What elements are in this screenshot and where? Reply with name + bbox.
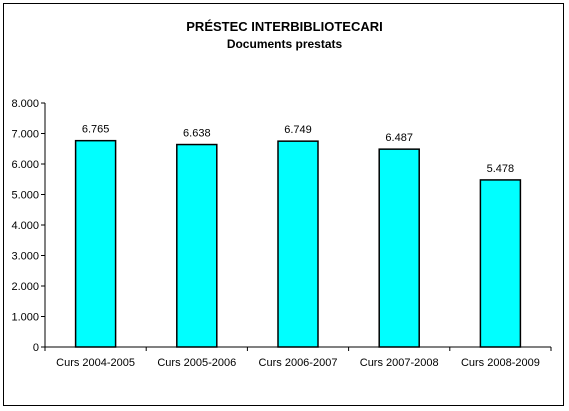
y-tick-label: 3.000 — [11, 251, 39, 263]
y-tick-label: 2.000 — [11, 281, 39, 293]
x-tick-label: Curs 2006-2007 — [259, 357, 338, 369]
y-tick-label: 7.000 — [11, 129, 39, 141]
bar — [378, 148, 420, 348]
bar-value-label: 5.478 — [487, 163, 515, 175]
chart-title: PRÉSTEC INTERBIBLIOTECARI — [186, 19, 383, 34]
x-tick-label: Curs 2005-2006 — [157, 357, 236, 369]
y-tick-label: 0 — [33, 342, 39, 354]
x-tick-label: Curs 2004-2005 — [56, 357, 135, 369]
y-tick-label: 5.000 — [11, 190, 39, 202]
bar-value-label: 6.749 — [284, 124, 312, 136]
x-tick-label: Curs 2008-2009 — [461, 357, 540, 369]
x-tick-label: Curs 2007-2008 — [360, 357, 439, 369]
bar-value-label: 6.487 — [385, 132, 413, 144]
bar-value-label: 6.765 — [82, 124, 110, 136]
bar — [479, 179, 522, 348]
bar — [176, 143, 218, 348]
y-tick-label: 8.000 — [11, 98, 39, 110]
bar — [74, 139, 117, 348]
chart-subtitle: Documents prestats — [226, 37, 343, 51]
bar-value-label: 6.638 — [183, 128, 211, 140]
bar — [277, 140, 319, 348]
y-tick-label: 4.000 — [11, 220, 39, 232]
y-tick-label: 6.000 — [11, 159, 39, 171]
y-tick-label: 1.000 — [11, 312, 39, 324]
